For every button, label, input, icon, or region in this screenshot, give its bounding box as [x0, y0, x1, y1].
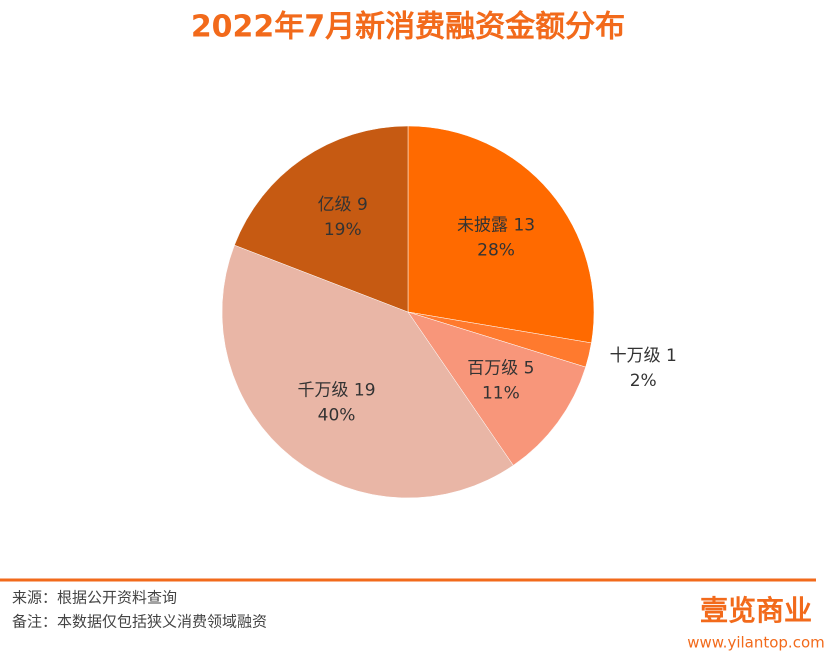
value-label: 13 — [513, 216, 535, 236]
category-label: 百万级 — [467, 358, 518, 378]
value-label: 5 — [524, 358, 535, 378]
percentage-label: 11% — [482, 383, 520, 403]
category-label: 十万级 — [610, 346, 661, 366]
category-label: 亿级 — [318, 195, 352, 215]
website: www.yilantop.com — [687, 634, 825, 652]
pie-slice — [407, 311, 586, 466]
slice-label: 未披露 13 — [457, 216, 535, 236]
note: 备注：本数据仅包括狭义消费领域融资 — [12, 613, 267, 631]
slice-label: 十万级 1 — [610, 346, 677, 366]
source: 来源：根据公开资料查询 — [12, 589, 177, 607]
category-label: 未披露 — [457, 216, 508, 236]
pie-slice — [234, 125, 409, 313]
percentage-label: 40% — [318, 406, 356, 426]
value-label: 1 — [666, 346, 677, 366]
slice-label: 百万级 5 — [467, 358, 534, 378]
pie-slice — [407, 125, 595, 344]
slice-label: 千万级 19 — [298, 381, 376, 401]
chart-title: 2022年7月新消费融资金额分布 — [191, 10, 625, 45]
pie-slice — [221, 244, 514, 499]
value-label: 9 — [357, 195, 368, 215]
percentage-label: 28% — [477, 241, 515, 261]
percentage-label: 2% — [630, 371, 657, 391]
percentage-label: 19% — [324, 220, 362, 240]
slice-label: 亿级 9 — [318, 195, 368, 215]
value-label: 19 — [354, 381, 376, 401]
category-label: 千万级 — [298, 381, 349, 401]
brand: 壹览商业 — [700, 594, 812, 627]
